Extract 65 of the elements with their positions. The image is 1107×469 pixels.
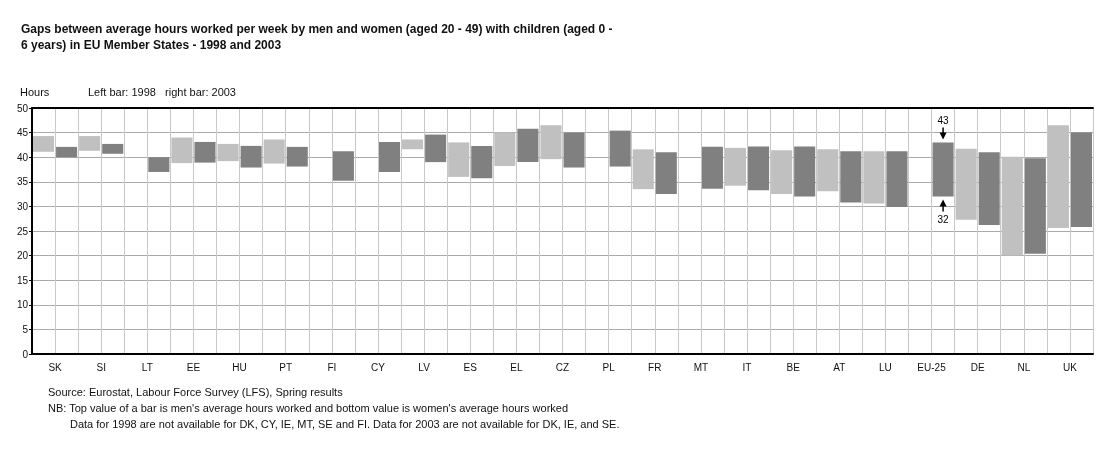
y-tick-label: 45 xyxy=(16,127,29,139)
x-tick-label: BE xyxy=(786,361,801,373)
x-tick-label: AT xyxy=(833,361,846,373)
x-tick-label: CY xyxy=(371,361,386,373)
y-tick-label: 50 xyxy=(16,102,29,114)
bar xyxy=(655,152,677,195)
x-tick-label: EE xyxy=(186,361,201,373)
bar xyxy=(932,142,954,197)
x-tick-label: IT xyxy=(742,361,752,373)
y-tick-label: 0 xyxy=(22,348,29,360)
x-tick-label: UK xyxy=(1062,361,1078,373)
bar xyxy=(102,143,124,154)
bar xyxy=(240,145,262,168)
annotation: 32 xyxy=(937,213,950,225)
source-note: Source: Eurostat, Labour Force Survey (LFS), Spring results xyxy=(48,385,344,398)
y-tick-label: 15 xyxy=(16,274,29,286)
text: NB: Top value of a bar is men's average hours worked and bottom value is women's average hours worked xyxy=(48,401,569,414)
x-tick-label: ES xyxy=(463,361,478,373)
x-tick-label: NL xyxy=(1017,361,1031,373)
y-tick-label: 5 xyxy=(22,323,29,335)
bar xyxy=(1024,158,1046,254)
x-tick-label: DE xyxy=(970,361,985,373)
bar xyxy=(425,134,447,163)
bar xyxy=(794,146,816,197)
x-tick-label: FI xyxy=(327,361,337,373)
bar xyxy=(148,157,170,172)
bar xyxy=(56,146,78,158)
bar xyxy=(701,146,723,189)
x-tick-label: LT xyxy=(141,361,153,373)
bar xyxy=(886,151,908,207)
x-tick-label: LU xyxy=(879,361,892,373)
bar xyxy=(748,146,770,191)
annotation: 43 xyxy=(937,115,950,127)
bar xyxy=(332,151,354,181)
bar xyxy=(517,128,539,163)
y-tick-label: 30 xyxy=(16,200,29,212)
bar xyxy=(609,130,631,167)
y-tick-label: 35 xyxy=(16,176,29,188)
bar xyxy=(1070,132,1092,228)
y-tick-label: 10 xyxy=(16,299,29,311)
x-tick-label: SI xyxy=(96,361,106,373)
chart-title: Gaps between average hours worked per week by men and women (aged 20 - 49) with children (aged 0 - 6 years) in EU Member States - 1998 and 2003 xyxy=(21,22,616,52)
x-tick-label: EL xyxy=(510,361,523,373)
bar xyxy=(194,141,216,163)
bar xyxy=(978,152,1000,226)
x-tick-label: PT xyxy=(279,361,293,373)
bar xyxy=(286,146,308,167)
bar xyxy=(840,151,862,203)
text: Left bar: 1998 right bar: 2003 xyxy=(88,85,236,98)
x-tick-label: MT xyxy=(693,361,709,373)
x-tick-label: CZ xyxy=(555,361,570,373)
bar xyxy=(471,145,493,179)
y-tick-label: 25 xyxy=(16,225,29,237)
text: Data for 1998 are not available for DK, CY, IE, MT, SE and FI. Data for 2003 are not available for DK, IE, and SE. xyxy=(70,417,620,430)
y-tick-label: 40 xyxy=(16,151,29,163)
x-tick-label: HU xyxy=(232,361,247,373)
x-tick-label: SK xyxy=(48,361,63,373)
y-tick-label: 20 xyxy=(16,250,29,262)
x-tick-label: PL xyxy=(602,361,616,373)
x-tick-label: EU-25 xyxy=(917,361,947,373)
bar xyxy=(563,132,585,168)
x-tick-label: FR xyxy=(648,361,662,373)
bar xyxy=(378,141,401,172)
x-tick-label: LV xyxy=(418,361,431,373)
y-axis-title: Hours xyxy=(20,85,50,98)
